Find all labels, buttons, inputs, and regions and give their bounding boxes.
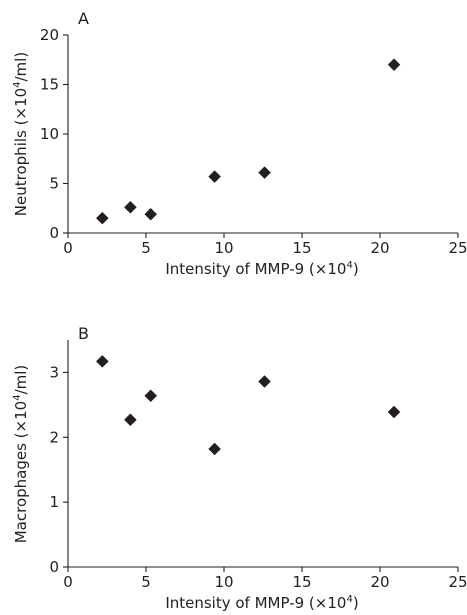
- panel-b-points: [95, 355, 401, 456]
- panel-b-data-point: [387, 405, 401, 419]
- panel-b-x-tick-label: 25: [448, 573, 467, 591]
- panel-b-x-tick-label: 15: [292, 573, 311, 591]
- panel-a-data-point: [387, 58, 401, 72]
- panel-b-y-tick-label: 3: [49, 363, 59, 381]
- panel-a-y-tick-label: 10: [40, 125, 59, 143]
- panel-a-chart: A 0 5 10 15 20 25 0 5 10 15 20 Intensity of MMP-9 …: [12, 9, 467, 278]
- panel-b-data-point: [258, 375, 271, 388]
- panel-b-x-tick-label: 10: [214, 573, 233, 591]
- panel-b-data-point: [95, 355, 109, 368]
- panel-a-x-axis-title: Intensity of MMP-9 (×104): [165, 260, 358, 278]
- panel-b-x-tick-label: 5: [141, 573, 151, 591]
- panel-a-y-tick-label: 15: [40, 76, 59, 94]
- panel-a-y-axis-title: Neutrophils (×104/ml): [12, 52, 30, 216]
- panel-a-x-tick-label: 15: [292, 239, 311, 257]
- panel-a-y-tick-label: 5: [49, 175, 59, 193]
- panel-b-data-point: [144, 389, 158, 403]
- panel-b-data-point: [208, 442, 221, 456]
- panel-a-x-tick-label: 5: [141, 239, 151, 257]
- panel-a-x-tick-label: 25: [448, 239, 467, 257]
- panel-b-y-axis-title: Macrophages (×104/ml): [12, 365, 30, 544]
- panel-a-y-tick-label: 0: [49, 224, 59, 242]
- panel-b-data-point: [124, 413, 137, 427]
- panel-b-ticks: 0 5 10 15 20 25 0 1 2 3: [49, 363, 467, 591]
- panel-b-y-tick-label: 0: [49, 558, 59, 576]
- panel-a-label: A: [78, 9, 89, 28]
- panel-a-y-tick-label: 20: [40, 26, 59, 44]
- panel-a-data-point: [208, 170, 221, 183]
- panel-a-data-point: [95, 211, 109, 225]
- panel-b-x-tick-label: 20: [370, 573, 389, 591]
- panel-a-data-point: [144, 207, 158, 221]
- panel-b-y-tick-label: 1: [49, 493, 59, 511]
- panel-a-data-point: [258, 166, 271, 179]
- panel-a-points: [95, 58, 401, 225]
- panel-b-x-tick-label: 0: [63, 573, 73, 591]
- panel-b-chart: B 0 5 10 15 20 25 0 1 2 3 Intensity of MMP-9 (×10…: [12, 324, 467, 612]
- panel-a-x-tick-label: 20: [370, 239, 389, 257]
- panel-b-label: B: [78, 324, 89, 343]
- panel-a-x-tick-label: 10: [214, 239, 233, 257]
- panel-a-data-point: [124, 200, 137, 214]
- panel-b-y-tick-label: 2: [49, 428, 59, 446]
- panel-a-ticks: 0 5 10 15 20 25 0 5 10 15 20: [40, 26, 467, 257]
- panel-b-axes: [67, 340, 458, 568]
- panel-b-x-axis-title: Intensity of MMP-9 (×104): [165, 594, 358, 612]
- panel-a-x-tick-label: 0: [63, 239, 73, 257]
